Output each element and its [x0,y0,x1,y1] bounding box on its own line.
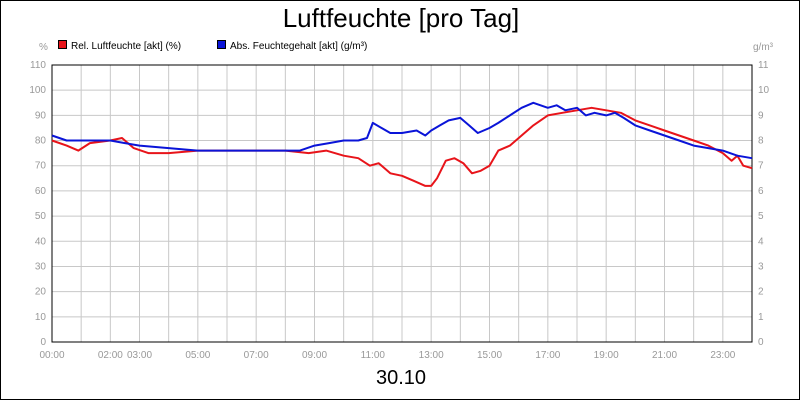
y-left-tick-label: 90 [35,110,47,121]
x-tick-label: 23:00 [710,350,735,361]
y-right-tick-label: 1 [758,312,764,323]
series-line-rel-humidity [51,106,753,187]
y-left-tick-label: 20 [35,287,47,298]
y-left-tick-label: 60 [35,186,47,197]
y-right-tick-label: 0 [758,337,764,348]
y-right-tick-label: 2 [758,287,764,298]
x-tick-label: 13:00 [419,350,444,361]
x-tick-label: 00:00 [39,350,64,361]
legend-label-rel-humidity: Rel. Luftfeuchte [akt] (%) [71,41,182,52]
plot-border [51,64,753,343]
x-tick-label: 19:00 [594,350,619,361]
y-right-tick-label: 6 [758,186,764,197]
legend-swatch-blue [217,40,226,49]
left-axis-unit: % [39,42,48,53]
y-right-tick-label: 9 [758,110,764,121]
y-left-tick-label: 50 [35,211,47,222]
y-right-tick-label: 5 [758,211,764,222]
right-axis-unit: g/m³ [753,42,773,53]
x-tick-label: 15:00 [477,350,502,361]
legend-item-rel-humidity: Rel. Luftfeuchte [akt] (%) [58,40,181,52]
x-tick-label: 21:00 [652,350,677,361]
legend-swatch-red [58,40,67,49]
y-left-tick-label: 70 [35,161,47,172]
y-right-tick-label: 10 [758,85,770,96]
date-label: 30.10 [375,367,427,389]
y-left-tick-label: 30 [35,261,47,272]
legend-item-abs-humidity: Abs. Feuchtegehalt [akt] (g/m³) [217,40,367,52]
x-tick-label: 07:00 [244,350,269,361]
y-right-tick-label: 8 [758,136,764,147]
x-tick-label: 11:00 [361,350,386,361]
y-left-tick-label: 10 [35,312,47,323]
y-left-tick-label: 0 [40,337,46,348]
y-right-tick-label: 11 [758,60,769,71]
x-tick-label: 03:00 [127,350,152,361]
x-tick-label: 17:00 [535,350,560,361]
y-left-tick-label: 110 [30,60,46,71]
x-tick-label: 09:00 [302,350,327,361]
chart-title: Luftfeuchte [pro Tag] [282,3,520,33]
y-left-tick-label: 100 [29,85,46,96]
series-line-abs-humidity [51,101,753,160]
y-right-tick-label: 4 [758,236,764,247]
y-right-tick-label: 3 [758,261,764,272]
y-left-tick-label: 80 [35,136,47,147]
y-right-tick-label: 7 [758,161,764,172]
x-tick-label: 05:00 [185,350,210,361]
x-tick-label: 02:00 [98,350,123,361]
y-left-tick-label: 40 [35,236,47,247]
legend-label-abs-humidity: Abs. Feuchtegehalt [akt] (g/m³) [230,41,368,52]
